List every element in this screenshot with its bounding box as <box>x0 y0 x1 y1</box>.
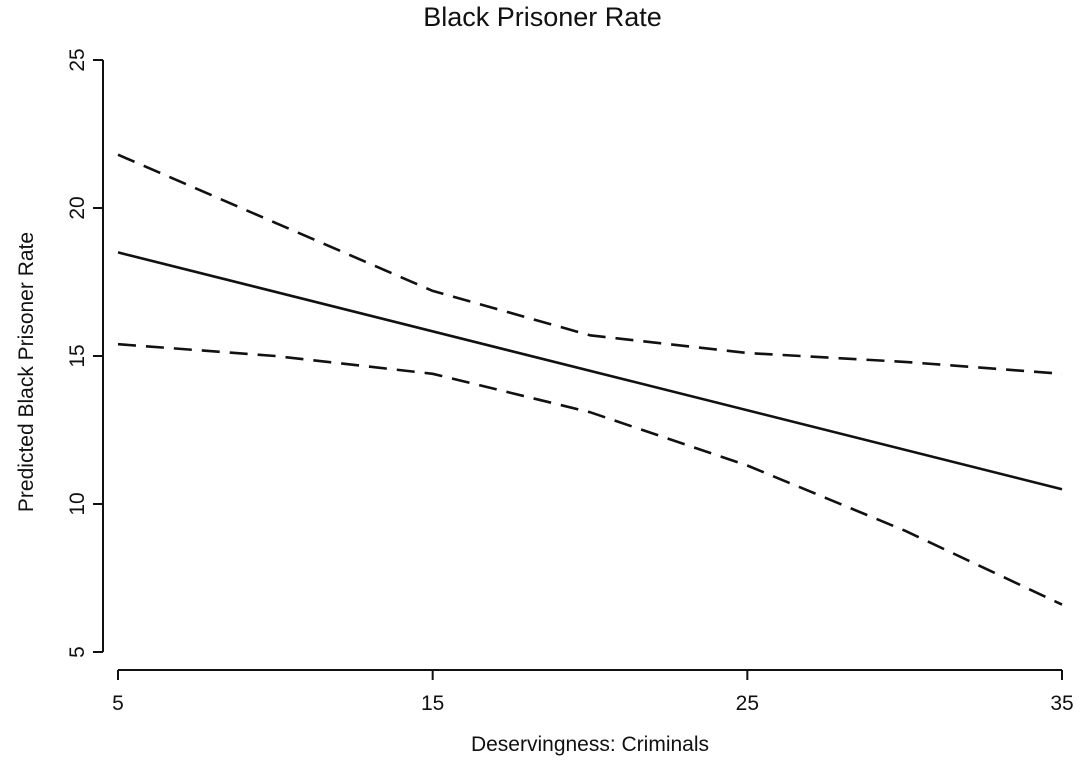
y-tick-label: 5 <box>66 646 89 658</box>
y-tick-label: 15 <box>66 344 89 367</box>
x-tick-label: 35 <box>1050 692 1073 715</box>
predicted-line <box>117 251 1063 491</box>
chart-title: Black Prisoner Rate <box>423 2 662 32</box>
y-tick-label: 20 <box>66 196 89 219</box>
y-tick-label: 25 <box>66 48 89 71</box>
lower-ci-line <box>117 342 1063 606</box>
x-tick-label: 15 <box>421 692 444 715</box>
x-tick-label: 5 <box>112 692 124 715</box>
x-axis-label: Deservingness: Criminals <box>470 733 710 756</box>
x-axis-ticks: 5 15 25 35 <box>112 670 1074 715</box>
y-tick-label: 10 <box>66 492 89 515</box>
upper-ci-line <box>117 153 1063 376</box>
y-axis-ticks: 5 10 15 20 25 <box>66 48 103 658</box>
series-group <box>117 153 1063 606</box>
x-tick-label: 25 <box>736 692 759 715</box>
